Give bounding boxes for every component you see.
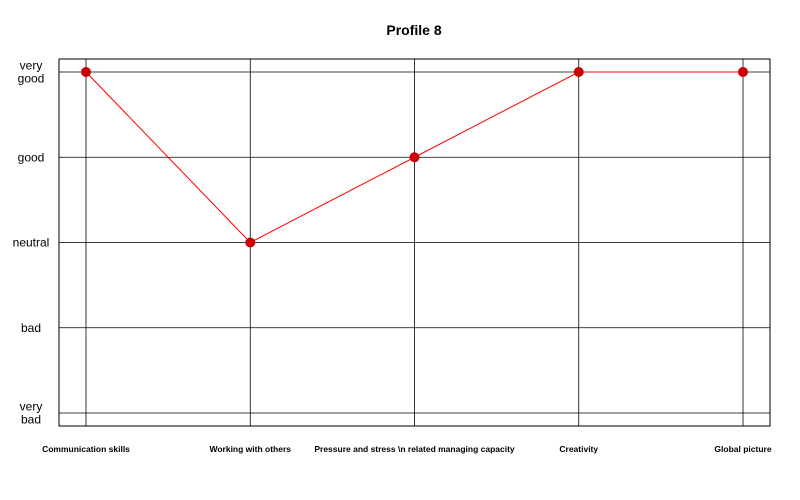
grid-lines xyxy=(59,59,770,426)
y-tick-label-line: very xyxy=(20,59,43,73)
x-tick-labels: Communication skills Working with others P… xyxy=(42,444,772,454)
x-tick-label: Pressure and stress \n related managing … xyxy=(314,444,515,454)
y-tick-label-line: bad xyxy=(21,413,41,427)
data-point xyxy=(81,67,91,77)
chart-title: Profile 8 xyxy=(386,22,441,38)
x-tick-label: Communication skills xyxy=(42,444,130,454)
series-layer xyxy=(81,67,748,248)
data-point xyxy=(738,67,748,77)
y-tick-label-line: very xyxy=(20,400,43,414)
x-tick-label: Global picture xyxy=(714,444,771,454)
x-tick-label: Working with others xyxy=(209,444,291,454)
y-tick-label: very bad xyxy=(20,400,43,427)
y-tick-label: bad xyxy=(21,321,41,335)
y-tick-label-line: bad xyxy=(21,321,41,335)
data-point xyxy=(573,67,584,77)
y-tick-label: good xyxy=(18,150,45,164)
y-tick-label-line: neutral xyxy=(13,236,50,250)
data-point xyxy=(409,152,420,163)
x-tick-label: Creativity xyxy=(559,444,598,454)
y-tick-label-line: good xyxy=(18,150,45,164)
y-tick-label-line: good xyxy=(18,72,45,86)
data-point xyxy=(245,237,256,248)
y-tick-label: neutral xyxy=(13,236,50,250)
y-tick-label: very good xyxy=(18,59,45,86)
